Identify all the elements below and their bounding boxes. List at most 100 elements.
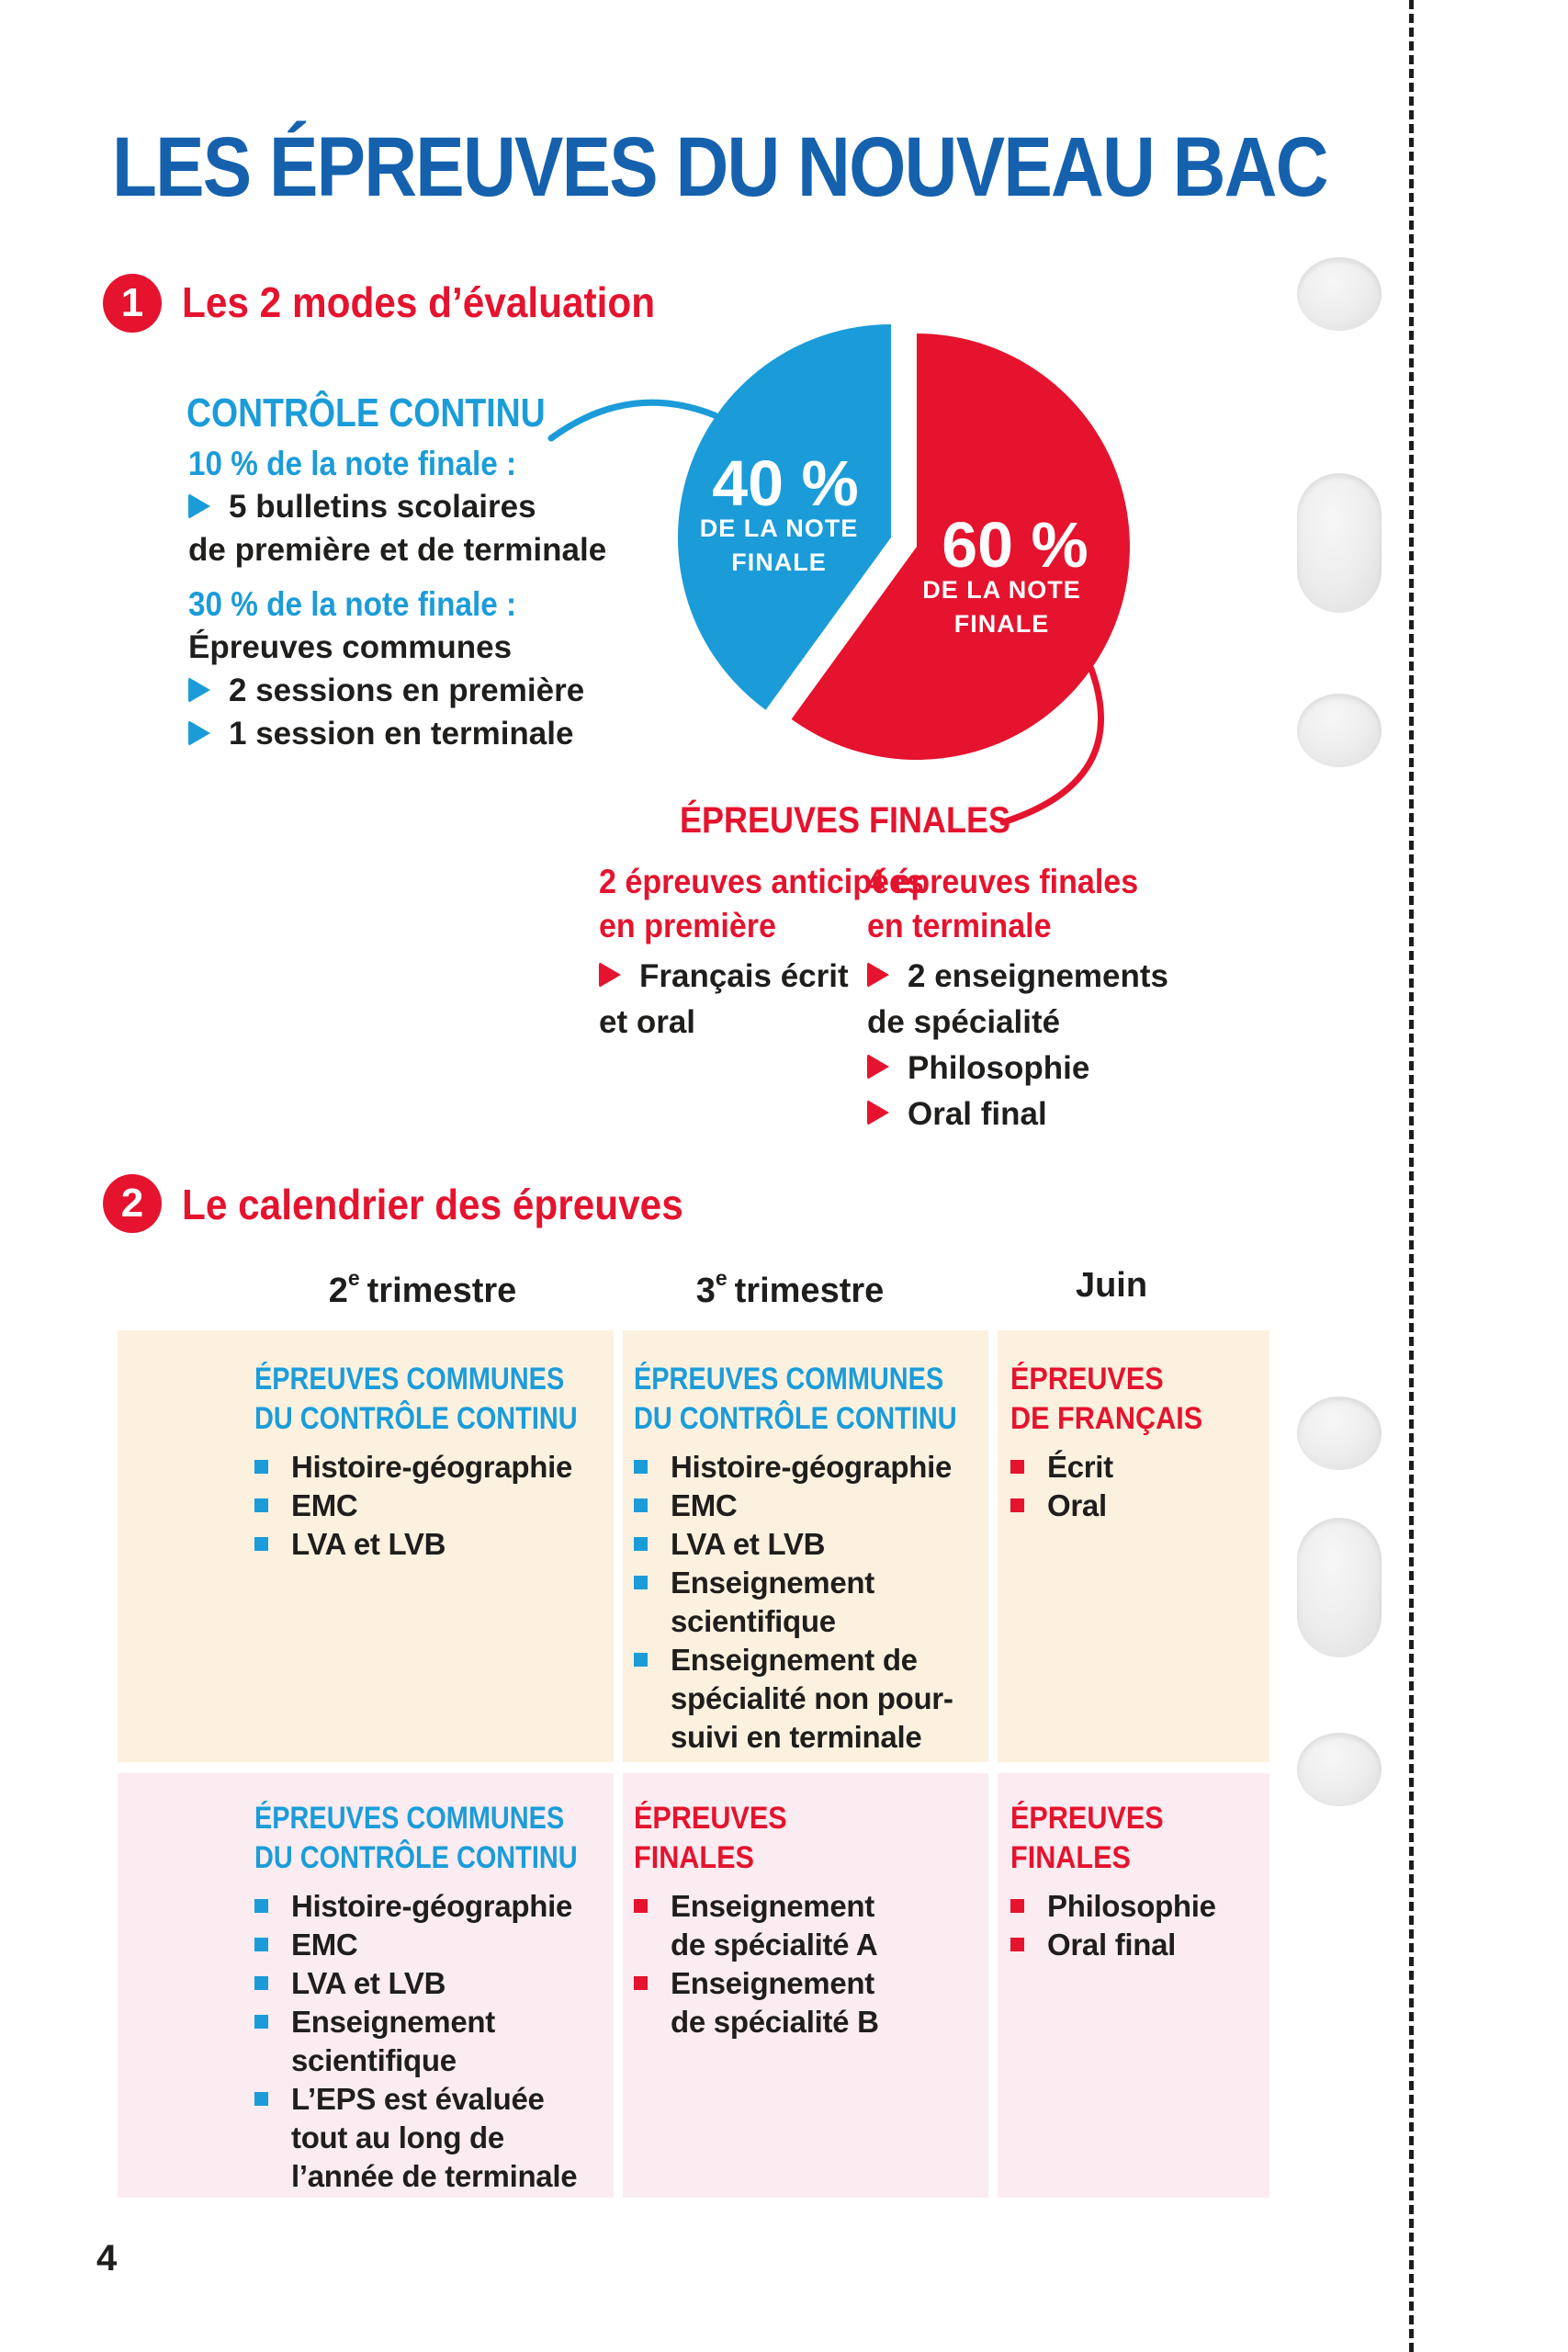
list-item-label: spécialité non pour- bbox=[671, 1681, 953, 1715]
binder-hole bbox=[1297, 1518, 1382, 1657]
pie-label-40pct: 40 % bbox=[712, 447, 859, 519]
column-header-juin: Juin bbox=[1075, 1266, 1148, 1305]
list-item-label: EMC bbox=[671, 1488, 738, 1522]
list-item: spécialité non pour- bbox=[634, 1679, 988, 1718]
cell-heading: ÉPREUVES FINALES bbox=[1010, 1799, 1269, 1878]
triangle-bullet-icon bbox=[867, 962, 889, 988]
binder-hole bbox=[1297, 473, 1382, 613]
cell-heading-line: ÉPREUVES COMMUNES bbox=[634, 1362, 944, 1396]
pie-slice-60 bbox=[791, 334, 1130, 760]
section1-number: 1 bbox=[120, 280, 144, 325]
list-item-label: Enseignement bbox=[291, 2005, 495, 2039]
square-bullet-icon bbox=[1010, 1460, 1024, 1474]
cell-heading: ÉPREUVES COMMUNES DU CONTRÔLE CONTINU bbox=[634, 1360, 988, 1439]
list-item-label: Philosophie bbox=[1047, 1889, 1216, 1923]
list-item: Philosophie bbox=[1010, 1887, 1269, 1926]
controle-10pct-heading: 10 % de la note finale : bbox=[188, 445, 517, 482]
list-item: 2 sessions en première bbox=[188, 669, 584, 712]
list-item: scientifique bbox=[634, 1602, 988, 1641]
list-item-label: scientifique bbox=[671, 1604, 836, 1638]
table-cell-r2c3: ÉPREUVES FINALES Philosophie Oral final bbox=[998, 1773, 1269, 2198]
cell-heading: ÉPREUVES DE FRANÇAIS bbox=[1010, 1360, 1269, 1439]
list-item: EMC bbox=[634, 1487, 988, 1525]
epreuves-finales-label: ÉPREUVES FINALES bbox=[679, 800, 1011, 841]
pie-chart bbox=[547, 324, 1130, 826]
list-item: Écrit bbox=[1010, 1448, 1269, 1487]
column-heading: 4 épreuves finales bbox=[867, 863, 1139, 900]
list-item-label: Oral final bbox=[1047, 1928, 1177, 1962]
column-heading: en terminale bbox=[867, 907, 1052, 944]
page-number: 4 bbox=[96, 2238, 118, 2278]
list-item: Enseignement bbox=[254, 2003, 614, 2041]
section2-number: 2 bbox=[120, 1181, 144, 1226]
list-item: et oral bbox=[599, 1000, 874, 1046]
list-item-label: LVA et LVB bbox=[291, 1966, 446, 2000]
list-item-label: Oral bbox=[1047, 1488, 1107, 1522]
cell-heading-line: DU CONTRÔLE CONTINU bbox=[634, 1401, 957, 1436]
list-item-label: LVA et LVB bbox=[671, 1527, 826, 1561]
list-item-label: Enseignement de bbox=[671, 1643, 918, 1677]
list-item-label: Épreuves communes bbox=[188, 629, 513, 665]
list-item-label: l’année de terminale bbox=[291, 2159, 578, 2193]
list-item-label: Philosophie bbox=[908, 1050, 1090, 1086]
square-bullet-icon bbox=[634, 1537, 648, 1551]
list-item-label: de spécialité B bbox=[671, 2005, 879, 2039]
cell-heading-line: FINALES bbox=[634, 1840, 754, 1875]
pie-label-60pct: 60 % bbox=[942, 509, 1089, 581]
list-item-label: suivi en terminale bbox=[671, 1720, 922, 1754]
list-item: de spécialité A bbox=[634, 1926, 988, 1964]
square-bullet-icon bbox=[254, 1976, 268, 1990]
list-item-label: tout au long de bbox=[291, 2120, 504, 2154]
list-item: EMC bbox=[254, 1926, 614, 1964]
list-item: EMC bbox=[254, 1487, 614, 1525]
square-bullet-icon bbox=[634, 1498, 648, 1512]
list-item: l’année de terminale bbox=[254, 2157, 614, 2196]
square-bullet-icon bbox=[254, 1460, 268, 1474]
square-bullet-icon bbox=[254, 1938, 268, 1951]
list-item: Enseignement de bbox=[634, 1641, 988, 1679]
cell-heading-line: ÉPREUVES bbox=[634, 1801, 787, 1836]
cell-heading-line: FINALES bbox=[1010, 1840, 1131, 1875]
list-item-label: Enseignement bbox=[671, 1966, 874, 2000]
triangle-bullet-icon bbox=[188, 720, 210, 746]
list-item-label: 2 enseignements bbox=[908, 958, 1168, 994]
square-bullet-icon bbox=[634, 1653, 648, 1667]
list-item-label: Histoire-géographie bbox=[671, 1450, 953, 1484]
list-item: de spécialité bbox=[867, 1000, 1179, 1046]
list-item-label: Oral final bbox=[908, 1096, 1047, 1132]
table-cell-r2c1: ÉPREUVES COMMUNES DU CONTRÔLE CONTINU Hi… bbox=[118, 1773, 614, 2198]
list-item-label: L’EPS est évaluée bbox=[291, 2082, 545, 2116]
list-item-label: 2 sessions en première bbox=[229, 673, 585, 708]
header-sup: e bbox=[347, 1266, 360, 1290]
pie-label-60-sub1: DE LA NOTE bbox=[922, 576, 1081, 604]
square-bullet-icon bbox=[254, 2092, 268, 2106]
pie-label-40-sub2: FINALE bbox=[731, 548, 827, 576]
list-item: Enseignement bbox=[634, 1887, 988, 1926]
header-text: 3 bbox=[695, 1272, 716, 1310]
cell-heading: ÉPREUVES COMMUNES DU CONTRÔLE CONTINU bbox=[254, 1360, 614, 1439]
list-item-label: et oral bbox=[599, 1004, 696, 1040]
list-item-label: LVA et LVB bbox=[291, 1527, 446, 1561]
list-item-label: de spécialité A bbox=[671, 1928, 878, 1962]
list-item: Enseignement bbox=[634, 1964, 988, 2003]
list-item: Histoire-géographie bbox=[254, 1887, 614, 1926]
list-item-label: Écrit bbox=[1047, 1450, 1113, 1484]
binder-hole bbox=[1297, 1733, 1382, 1806]
list-item-label: EMC bbox=[291, 1928, 358, 1962]
table-cell-r1c2: ÉPREUVES COMMUNES DU CONTRÔLE CONTINU Hi… bbox=[623, 1330, 988, 1762]
list-item-label: EMC bbox=[291, 1488, 358, 1522]
list-item: LVA et LVB bbox=[634, 1525, 988, 1564]
square-bullet-icon bbox=[1010, 1938, 1024, 1951]
square-bullet-icon bbox=[254, 1537, 268, 1551]
dashed-cut-line bbox=[1409, 0, 1414, 2352]
square-bullet-icon bbox=[1010, 1498, 1024, 1512]
list-item: Oral bbox=[1010, 1487, 1269, 1525]
binder-hole bbox=[1297, 1396, 1382, 1470]
finales-terminale-column: 4 épreuves finales en terminale 2 enseig… bbox=[867, 860, 1179, 1137]
triangle-bullet-icon bbox=[188, 493, 210, 519]
triangle-bullet-icon bbox=[867, 1054, 889, 1080]
column-heading: 2 épreuves anticipées bbox=[599, 863, 924, 900]
section1-badge: 1 bbox=[103, 274, 162, 333]
table-cell-r1c3: ÉPREUVES DE FRANÇAIS Écrit Oral bbox=[998, 1330, 1269, 1762]
cell-heading: ÉPREUVES COMMUNES DU CONTRÔLE CONTINU bbox=[254, 1799, 614, 1878]
